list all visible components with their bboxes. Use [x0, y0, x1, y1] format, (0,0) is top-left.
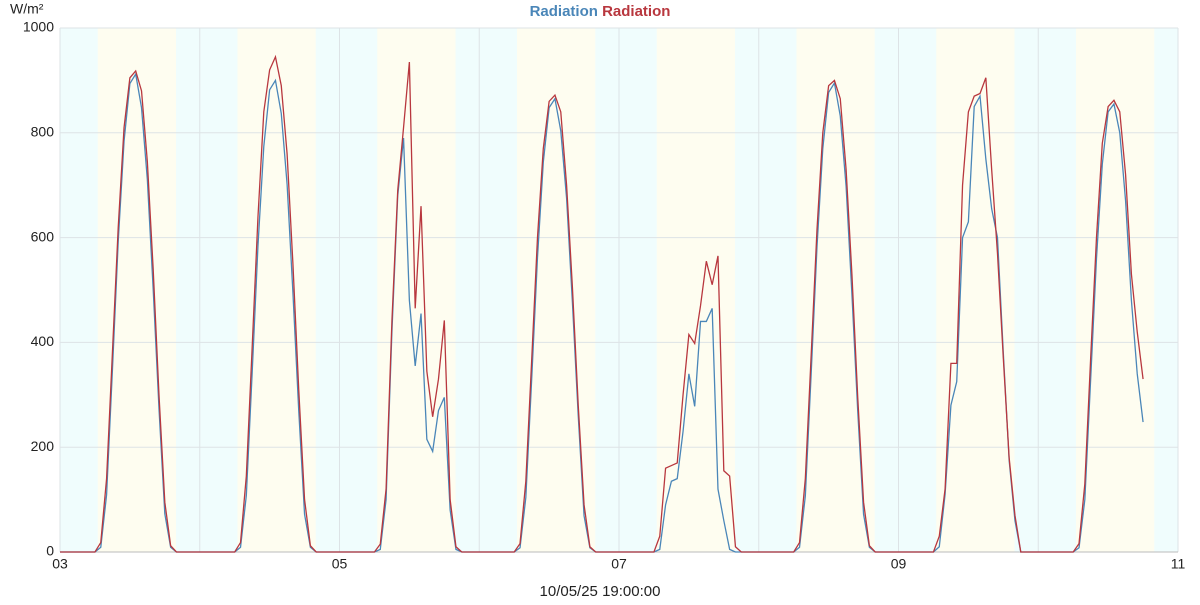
legend-entry: Radiation: [602, 3, 670, 20]
series-line: [60, 54, 1144, 553]
y-tick-label: 0: [46, 543, 54, 559]
y-tick-label: 200: [31, 438, 55, 454]
footer: 10/05/25 19:00:00: [540, 583, 661, 600]
x-tick-label: 03: [52, 556, 68, 572]
daylight-band: [97, 28, 176, 552]
legend-entry: Radiation: [530, 3, 598, 20]
y-tick-label: 800: [31, 124, 55, 140]
y-tick-label: 1000: [23, 19, 54, 35]
x-tick-label: 09: [891, 556, 907, 572]
y-tick-label: 400: [31, 333, 55, 349]
daylight-band: [796, 28, 875, 552]
chart-title: Radiation Radiation: [530, 3, 671, 20]
y-tick-label: 600: [31, 228, 55, 244]
plot-area: [59, 27, 1179, 553]
daylight-band: [1075, 28, 1155, 552]
x-tick-label: 11: [1171, 556, 1186, 572]
x-tick-label: 05: [332, 556, 348, 572]
daylight-band: [237, 28, 316, 552]
y-unit-label: W/m²: [10, 1, 44, 17]
daylight-band: [656, 28, 735, 552]
x-tick-label: 07: [611, 556, 627, 572]
daylight-band: [936, 28, 1015, 552]
